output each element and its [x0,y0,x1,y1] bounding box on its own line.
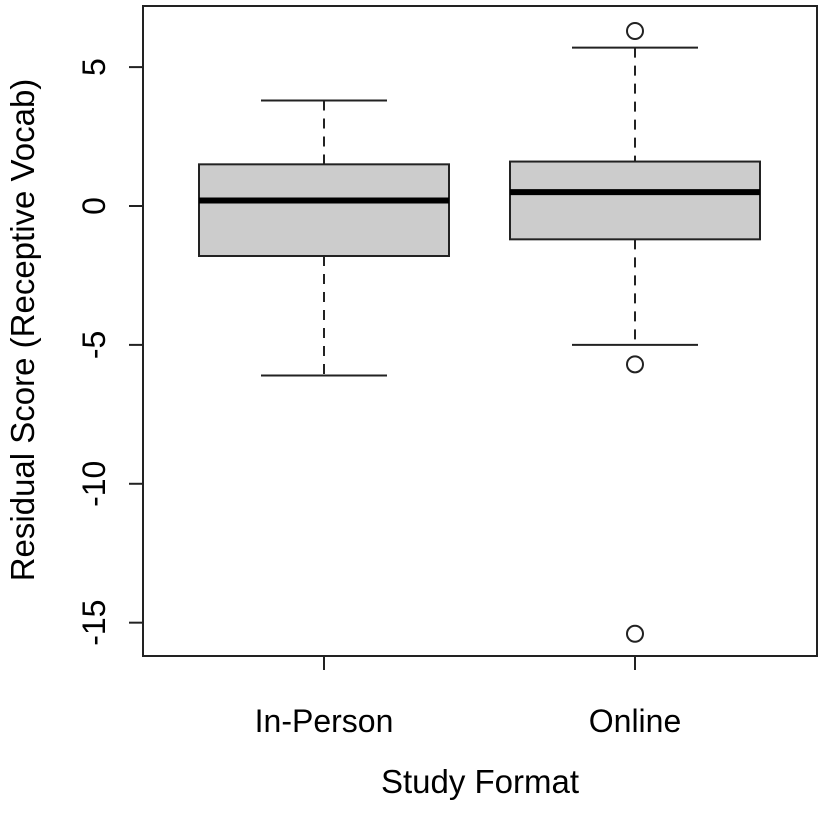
y-tick-label: -10 [76,461,112,507]
chart-marks [198,22,761,643]
y-tick-label: -5 [76,331,112,359]
x-axis-title: Study Format [381,763,579,800]
x-tick-label: Online [589,703,682,739]
y-tick-label: 5 [76,58,112,76]
y-axis-title: Residual Score (Receptive Vocab) [4,79,41,582]
x-tick-label: In-Person [255,703,394,739]
outlier-point [626,624,644,643]
plot-frame [142,5,818,657]
y-tick-label: 0 [76,197,112,215]
iqr-box [198,163,450,257]
iqr-box [509,160,761,241]
x-axis: In-Person Online [255,656,682,739]
box-group-in-person [198,99,450,377]
y-axis: 5 0 -5 -10 -15 [76,58,143,646]
outlier-point [626,22,644,40]
box-group-online [509,22,761,643]
y-tick-label: -15 [76,600,112,646]
outlier-point [626,355,644,374]
